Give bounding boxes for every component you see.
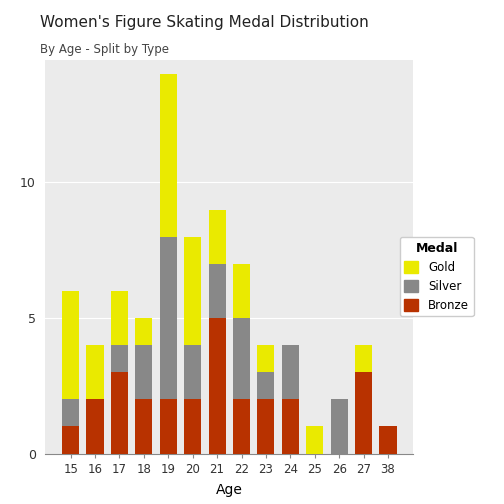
Bar <box>184 237 201 345</box>
Bar <box>209 264 226 318</box>
Bar <box>160 237 177 399</box>
Bar <box>62 291 79 399</box>
Bar <box>209 318 226 454</box>
Bar <box>233 399 250 454</box>
Bar <box>111 345 128 372</box>
Bar <box>184 399 201 454</box>
Bar <box>380 426 397 454</box>
Bar <box>136 345 152 399</box>
Bar <box>62 426 79 454</box>
Bar <box>209 210 226 264</box>
Bar <box>233 318 250 399</box>
Bar <box>87 399 104 454</box>
Bar <box>233 264 250 318</box>
Bar <box>331 399 348 454</box>
Bar <box>258 345 275 372</box>
Bar <box>282 345 299 399</box>
Bar <box>258 372 275 399</box>
Legend: Gold, Silver, Bronze: Gold, Silver, Bronze <box>400 237 474 317</box>
Bar <box>282 399 299 454</box>
Bar <box>355 345 372 372</box>
Text: By Age - Split by Type: By Age - Split by Type <box>40 43 169 56</box>
Bar <box>136 318 152 345</box>
Bar <box>160 399 177 454</box>
Bar <box>306 426 323 454</box>
Bar <box>355 372 372 454</box>
Bar <box>136 399 152 454</box>
Bar <box>258 399 275 454</box>
X-axis label: Age: Age <box>216 482 243 496</box>
Bar <box>160 74 177 237</box>
Text: Women's Figure Skating Medal Distribution: Women's Figure Skating Medal Distributio… <box>40 15 369 30</box>
Bar <box>184 345 201 399</box>
Bar <box>111 372 128 454</box>
Bar <box>62 399 79 426</box>
Bar <box>111 291 128 345</box>
Bar <box>87 345 104 399</box>
